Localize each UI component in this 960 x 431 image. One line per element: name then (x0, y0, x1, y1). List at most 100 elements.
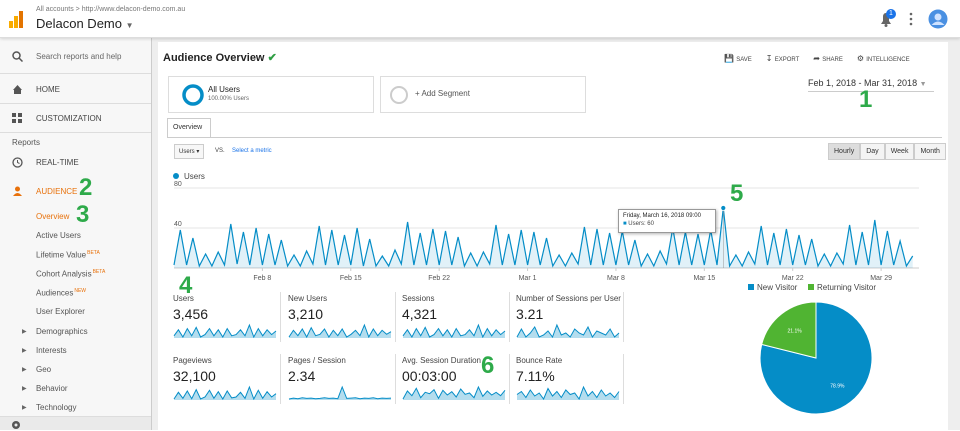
expand-arrow: ▶ (22, 367, 27, 373)
action[interactable]: 💾 SAVE (724, 54, 752, 63)
granularity-button[interactable]: Month (914, 143, 946, 160)
sparkline-area (517, 387, 619, 400)
account-label[interactable]: Delacon Demo (36, 16, 122, 31)
breadcrumb[interactable]: All accounts > http://www.delacon-demo.c… (36, 6, 186, 13)
action-label: SAVE (736, 57, 752, 63)
nav-group[interactable]: Technology (36, 403, 77, 412)
x-tick-label: Feb 8 (253, 275, 271, 282)
nav-home[interactable]: HOME (36, 85, 60, 94)
sparkline-line (402, 385, 506, 400)
granularity: Hourly Day Week Month (828, 143, 946, 160)
sparkline (516, 323, 620, 338)
metric-separator (623, 292, 624, 342)
sparkline-line (402, 323, 506, 338)
pie-label: 78.9% (830, 383, 845, 389)
tab-overview[interactable]: Overview (167, 118, 211, 138)
legend-swatch (748, 284, 754, 290)
nav-group[interactable]: Demographics (36, 327, 88, 336)
avatar[interactable] (928, 9, 948, 29)
nav-customization[interactable]: CUSTOMIZATION (36, 114, 102, 123)
sparkline (173, 385, 277, 400)
metric-separator (395, 354, 396, 404)
segment-add-ring (390, 86, 408, 104)
date-range-text: Feb 1, 2018 - Mar 31, 2018 (808, 78, 918, 88)
nav-audience[interactable]: AUDIENCE (36, 187, 78, 196)
nav-item[interactable]: Lifetime ValueBETA (36, 250, 100, 260)
tooltip: Friday, March 16, 2018 09:00 ■ Users: 60 (618, 209, 716, 233)
search[interactable]: Search reports and help (36, 52, 122, 61)
metric-value: 2.34 (288, 368, 316, 384)
nav-group[interactable]: Geo (36, 365, 52, 374)
segment-name: All Users (208, 85, 241, 94)
action-label: SHARE (822, 57, 843, 63)
audience-icon (13, 186, 22, 196)
metric-value: 3.21 (516, 306, 544, 322)
metric-dropdown-text: Users (179, 149, 195, 155)
granularity-button[interactable]: Day (860, 143, 885, 160)
sparkline (402, 323, 506, 338)
metric-separator (395, 292, 396, 342)
menu[interactable] (906, 12, 916, 26)
legend-label: Users (184, 172, 205, 181)
notification-badge: 1 (886, 9, 896, 19)
nav-group[interactable]: Behavior (36, 384, 68, 393)
nav-item[interactable]: User Explorer (36, 307, 85, 316)
metric-value: 7.11% (516, 368, 555, 384)
legend-label: Returning Visitor (817, 283, 876, 292)
metric-value: 4,321 (402, 306, 438, 322)
sparkline-line (516, 385, 620, 400)
x-tick-label: Mar 15 (693, 275, 715, 282)
nav-item[interactable]: Cohort AnalysisBETA (36, 269, 105, 279)
sparkline-line (173, 385, 277, 400)
sparkline (288, 323, 392, 338)
date-range[interactable]: Feb 1, 2018 - Mar 31, 2018 ▼ (808, 78, 934, 92)
account-name[interactable]: Delacon Demo ▼ (36, 16, 134, 31)
select-metric[interactable]: Select a metric (232, 148, 272, 154)
nav-item-label: Audiences (36, 288, 74, 298)
realtime-icon (12, 157, 23, 168)
metric-label: Users (173, 294, 194, 303)
segment-add-label: + Add Segment (415, 89, 470, 98)
x-tick-label: Mar 8 (607, 275, 625, 282)
nav-item[interactable]: AudiencesNEW (36, 288, 86, 298)
granularity-button[interactable]: Hourly (828, 143, 861, 160)
sparkline-line (288, 323, 392, 338)
tooltip-text: ■ Users: 60 (623, 221, 654, 227)
x-tick-label: Mar 22 (782, 275, 804, 282)
segment-detail: 100.00% Users (208, 96, 250, 102)
nav-realtime[interactable]: REAL-TIME (36, 158, 79, 167)
x-tick-label: Mar 1 (519, 275, 537, 282)
action[interactable]: ➦ SHARE (813, 54, 843, 63)
vs-label: VS. (215, 148, 225, 154)
segment-active[interactable]: All Users 100.00% Users (168, 76, 374, 113)
tooltip-title: Friday, March 16, 2018 09:00 (623, 213, 701, 219)
legend-label: New Visitor (757, 283, 798, 292)
metric-separator (280, 292, 281, 342)
x-tick-label: Feb 15 (340, 275, 362, 282)
action[interactable]: ⚙ INTELLIGENCE (856, 54, 910, 63)
metric-dropdown[interactable]: Users ▾ (174, 144, 205, 159)
granularity-button[interactable]: Week (884, 143, 915, 160)
nav-item[interactable]: Overview (36, 212, 69, 221)
hover-point (720, 205, 727, 211)
logo (9, 11, 23, 28)
metric-separator (623, 354, 624, 404)
metric-label: Pages / Session (288, 356, 346, 365)
sparkline-line (288, 385, 392, 400)
nav-group[interactable]: Interests (36, 346, 67, 355)
nav-item-label: Overview (36, 212, 70, 221)
metric-separator (280, 354, 281, 404)
nav-badge: BETA (87, 250, 100, 256)
tooltip-value: Users: 60 (628, 221, 654, 227)
sparkline (516, 385, 620, 400)
action[interactable]: ↧ EXPORT (765, 54, 800, 63)
nav-item[interactable]: Active Users (36, 231, 81, 240)
annotation: 6 (481, 352, 495, 379)
settings-icon[interactable] (10, 419, 22, 431)
segment-add[interactable]: + Add Segment (380, 76, 586, 113)
pie-chart: New Visitor Returning Visitor 78.9% 21.1% (748, 283, 876, 415)
expand-arrow: ▶ (22, 348, 27, 354)
pie-label: 21.1% (788, 329, 803, 335)
annotation: 1 (859, 86, 873, 113)
annotation: 5 (730, 180, 744, 207)
